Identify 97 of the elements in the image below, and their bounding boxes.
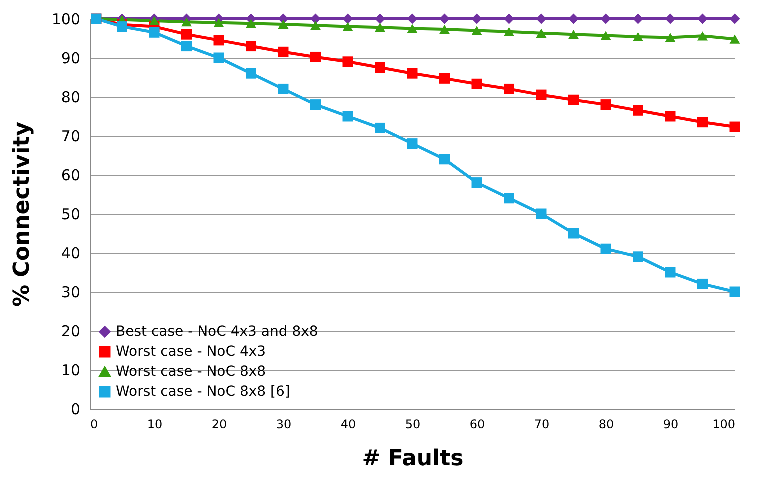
- point: [504, 14, 514, 24]
- point: [730, 286, 740, 298]
- point: [600, 244, 612, 254]
- point: [698, 117, 708, 128]
- point: [504, 193, 514, 204]
- point: [698, 32, 708, 41]
- y-tick-label: 80: [61, 88, 80, 106]
- point: [440, 24, 450, 34]
- point: [698, 14, 708, 24]
- point: [472, 14, 482, 24]
- point: [536, 14, 547, 24]
- point: [633, 252, 644, 262]
- point: [246, 68, 256, 79]
- y-tick-label: 70: [61, 128, 80, 146]
- y-tick-label: 30: [61, 284, 80, 302]
- y-tick-label: 20: [61, 322, 80, 340]
- point: [440, 14, 450, 24]
- point: [214, 52, 224, 64]
- legend-label: Worst case - NoC 8x8: [116, 364, 266, 380]
- x-axis-title: # Faults: [362, 446, 464, 472]
- x-tick-label: 60: [470, 418, 486, 432]
- point: [407, 14, 418, 24]
- point: [278, 84, 289, 94]
- x-tick-label: 70: [534, 418, 550, 432]
- point: [568, 228, 579, 239]
- point: [182, 29, 192, 40]
- x-tick-label: 100: [712, 418, 736, 432]
- point: [407, 138, 418, 150]
- point: [600, 14, 612, 24]
- y-tick-label: 100: [52, 10, 80, 28]
- x-tick-label: 0: [90, 418, 98, 432]
- point: [633, 105, 644, 116]
- x-tick-label: 40: [340, 418, 356, 432]
- x-tick-label: 20: [212, 418, 228, 432]
- point: [278, 46, 289, 58]
- x-tick-label: 80: [598, 418, 614, 432]
- point: [278, 20, 289, 29]
- point: [568, 30, 579, 40]
- point: [504, 27, 514, 36]
- point: [730, 122, 740, 132]
- point: [472, 78, 482, 90]
- point: [504, 84, 514, 94]
- x-tick-label: 90: [663, 418, 679, 432]
- point: [246, 41, 256, 52]
- point: [407, 68, 418, 79]
- point: [665, 33, 676, 42]
- point: [310, 52, 321, 62]
- point: [342, 22, 354, 32]
- y-axis-title: % Connectivity: [10, 122, 35, 308]
- point: [342, 111, 354, 122]
- point: [375, 122, 386, 134]
- x-tick-label: 50: [405, 418, 421, 432]
- point: [665, 14, 676, 24]
- point: [600, 31, 612, 40]
- point: [182, 41, 192, 52]
- y-tick-label: 40: [61, 244, 80, 262]
- point: [310, 100, 321, 110]
- legend-label: Worst case - NoC 4x3: [116, 344, 266, 360]
- point: [536, 28, 547, 38]
- point: [536, 208, 547, 220]
- point: [375, 62, 386, 73]
- point: [698, 278, 708, 290]
- point: [472, 26, 482, 36]
- point: [375, 14, 386, 24]
- point: [730, 34, 740, 44]
- point: [568, 94, 579, 106]
- point: [182, 18, 192, 27]
- y-tick-label: 10: [61, 362, 80, 380]
- point: [310, 21, 321, 30]
- point: [472, 178, 482, 188]
- point: [342, 14, 354, 24]
- y-tick-label: 0: [70, 400, 80, 418]
- point: [568, 14, 579, 24]
- point: [730, 14, 740, 24]
- y-tick-label: 90: [61, 50, 80, 68]
- point: [407, 24, 418, 34]
- point: [375, 23, 386, 32]
- point: [440, 154, 450, 165]
- point: [149, 16, 160, 26]
- legend-label: Best case - NoC 4x3 and 8x8: [116, 324, 318, 340]
- point: [536, 90, 547, 100]
- point: [214, 18, 224, 28]
- point: [246, 19, 256, 28]
- point: [440, 73, 450, 84]
- y-tick-label: 60: [61, 166, 80, 184]
- point: [214, 35, 224, 46]
- x-tick-label: 10: [147, 418, 163, 432]
- point: [342, 56, 354, 68]
- point: [633, 14, 644, 24]
- point: [665, 111, 676, 122]
- legend-label: Worst case - NoC 8x8 [6]: [116, 384, 290, 400]
- y-tick-label: 50: [61, 206, 80, 224]
- point: [633, 32, 644, 42]
- x-tick-label: 30: [276, 418, 292, 432]
- point: [600, 100, 612, 110]
- point: [149, 27, 160, 38]
- point: [665, 267, 676, 278]
